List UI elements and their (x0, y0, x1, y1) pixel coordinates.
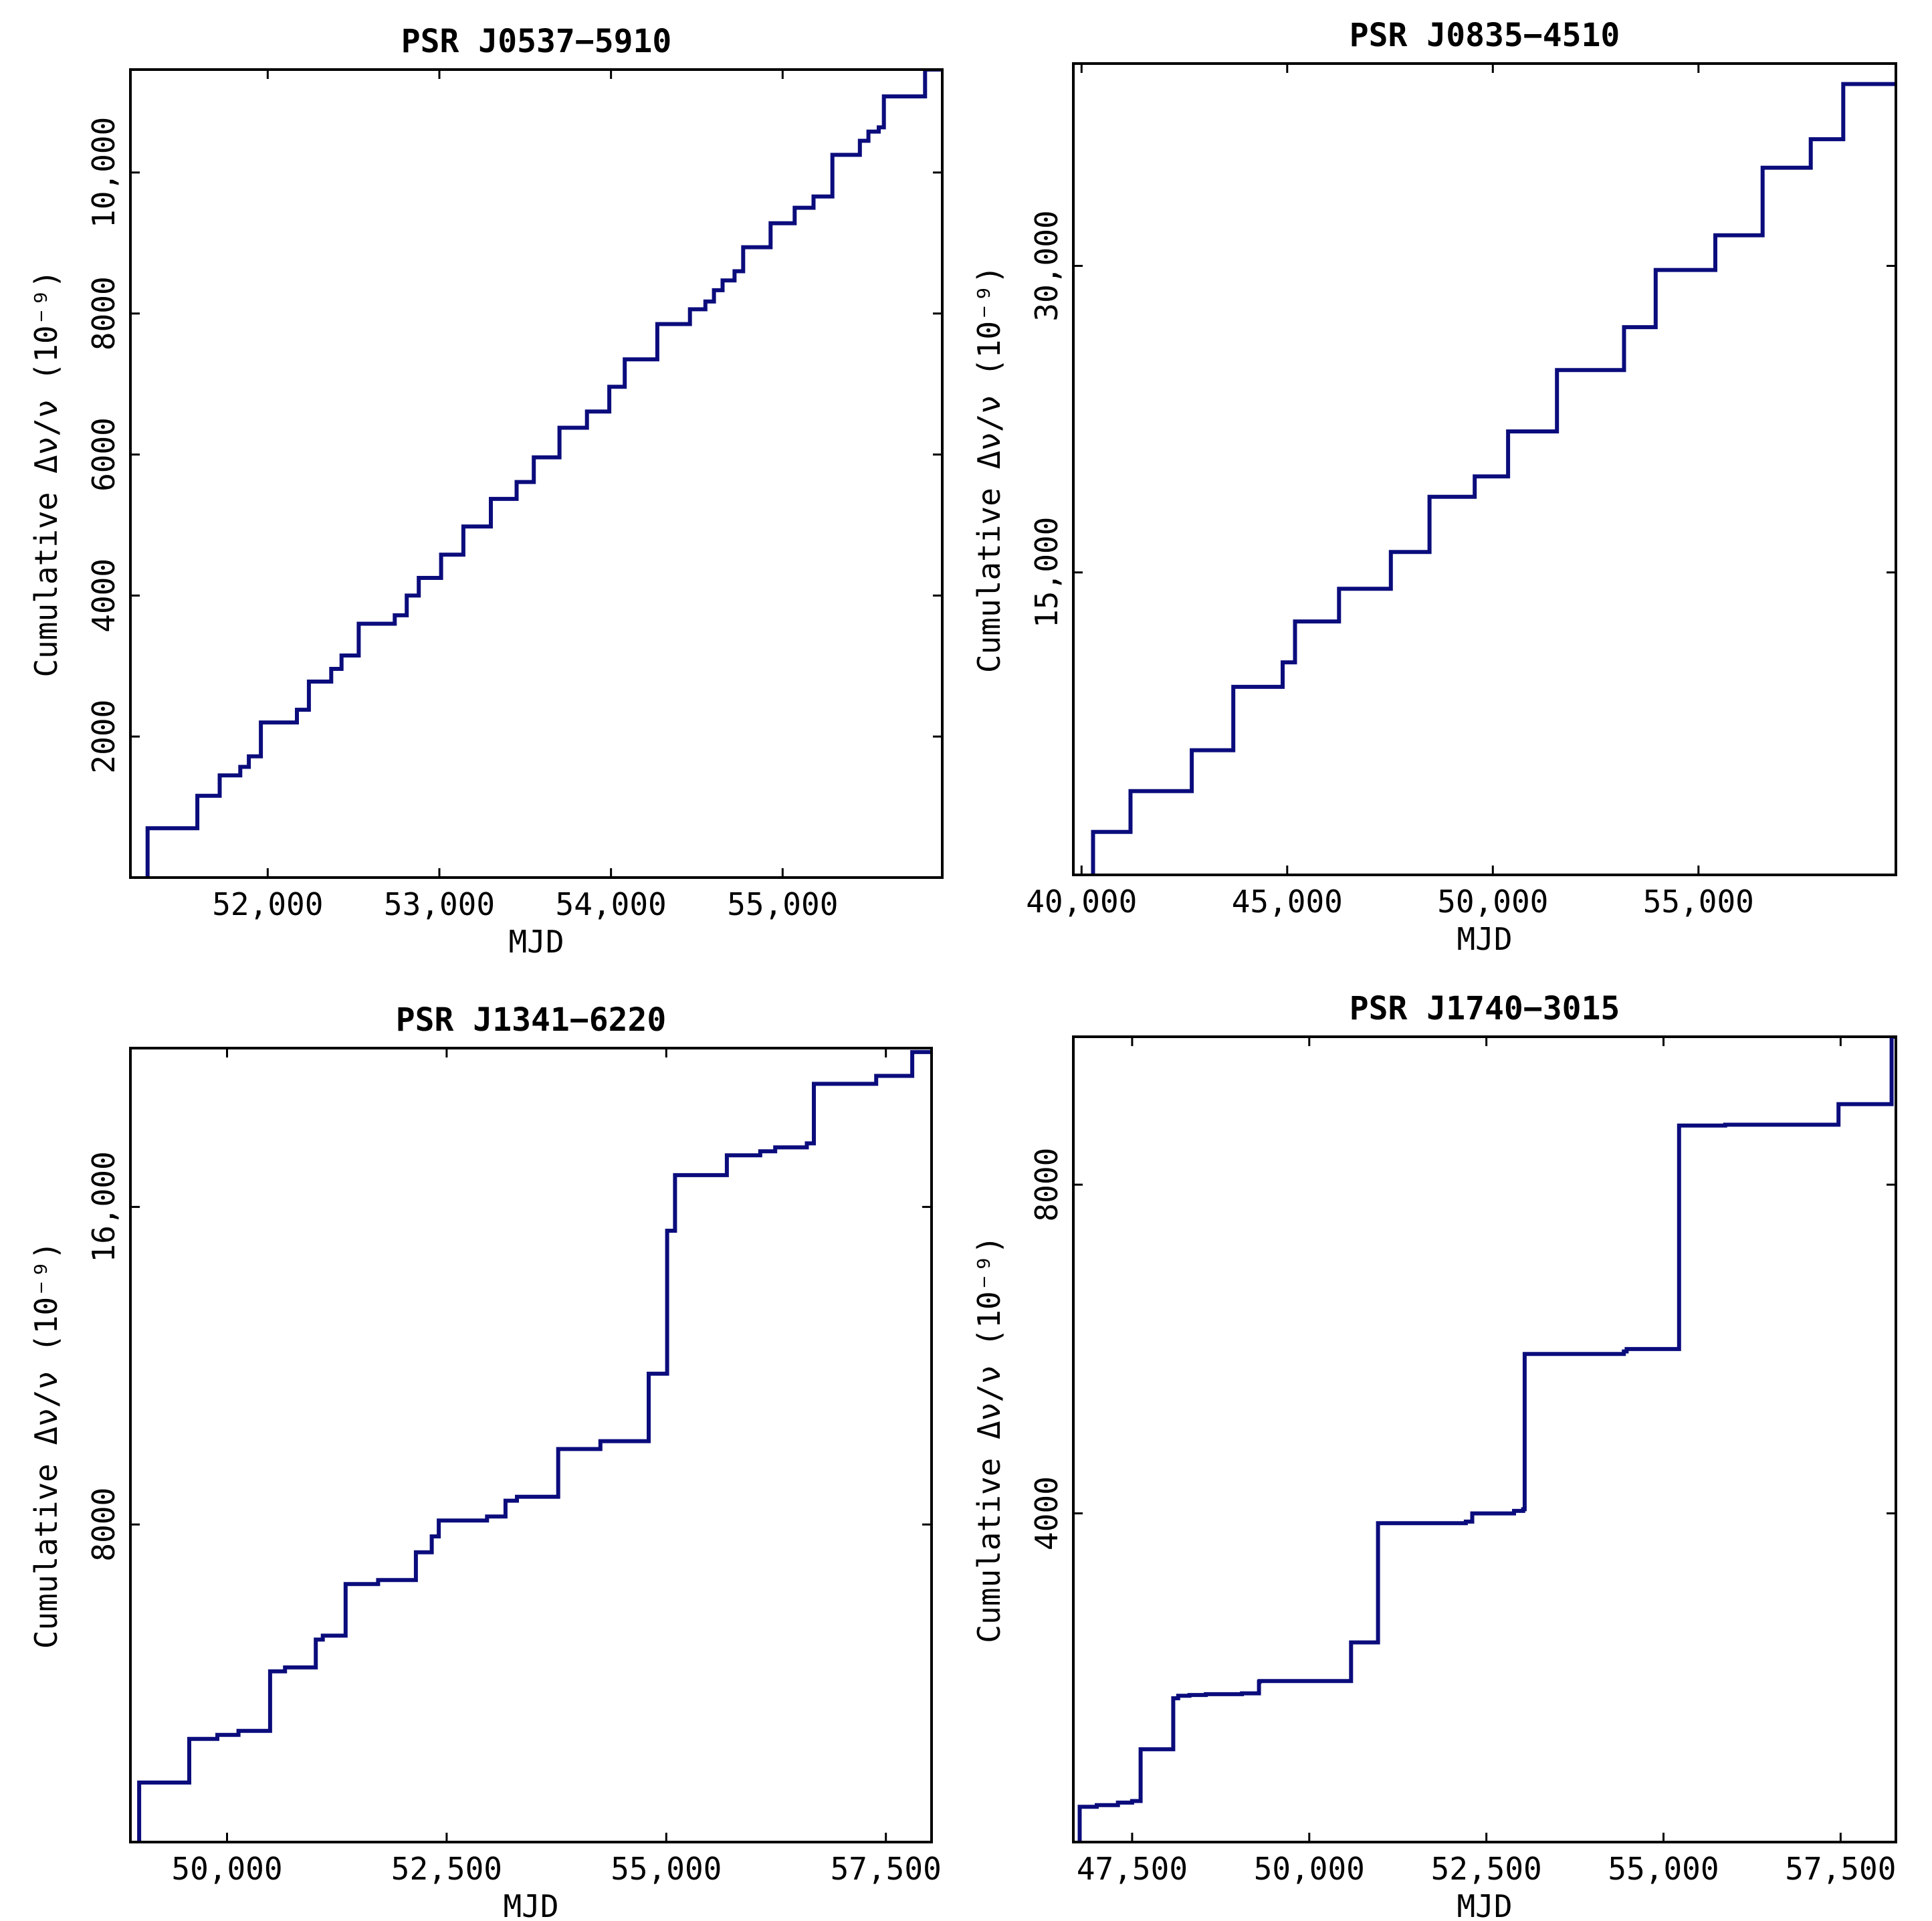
x-tick-label: 55,000 (1608, 1851, 1719, 1887)
chart-panel-psr-j1740-3015: 47,500 50,000 52,500 55,000 57,500 4000 8000 PS… (971, 990, 1897, 1921)
y-tick-label: 2000 (86, 700, 122, 774)
y-tick-label: 30,000 (1029, 210, 1065, 321)
chart-panel-psr-j1341-6220: 50,000 52,500 55,000 57,500 8000 16,000 PSR J1… (28, 1001, 942, 1921)
x-axis-label: MJD (503, 1888, 558, 1921)
x-tick-label: 57,500 (1785, 1851, 1896, 1887)
x-tick-label: 53,000 (384, 886, 495, 922)
chart-panel-psr-j0537-5910: 52,000 53,000 54,000 55,000 2000 4000 6000 8000… (28, 23, 944, 960)
y-tick-label: 8000 (1029, 1148, 1065, 1222)
x-tick-label: 50,000 (1254, 1851, 1365, 1887)
y-tick-label: 6000 (86, 417, 122, 492)
plot-frame (129, 68, 944, 879)
x-tick-label: 50,000 (1437, 884, 1548, 920)
y-tick-label: 4000 (86, 559, 122, 633)
y-tick-label: 10,000 (86, 117, 122, 228)
plot-frame (129, 1047, 933, 1843)
plot-frame (1072, 62, 1897, 876)
x-tick-label: 45,000 (1232, 884, 1343, 920)
x-tick-label: 52,500 (1431, 1851, 1542, 1887)
data-series-line (1077, 1037, 1896, 1842)
chart-title: PSR J1341−6220 (396, 1001, 667, 1039)
x-axis-label: MJD (1457, 1888, 1512, 1921)
y-axis-label: Cumulative Δν/ν (10⁻⁹) (28, 270, 64, 677)
x-tick-label: 52,000 (212, 886, 323, 922)
x-tick-label: 55,000 (1643, 884, 1754, 920)
y-tick-label: 8000 (86, 276, 122, 350)
chart-title: PSR J1740−3015 (1350, 990, 1620, 1027)
y-tick-label: 8000 (86, 1488, 122, 1562)
x-tick-label: 47,500 (1077, 1851, 1188, 1887)
y-axis-label: Cumulative Δν/ν (10⁻⁹) (971, 1235, 1007, 1643)
data-series-line (137, 1049, 932, 1842)
x-axis-label: MJD (1457, 921, 1512, 957)
x-tick-label: 55,000 (727, 886, 838, 922)
x-tick-label: 57,500 (831, 1851, 942, 1887)
x-axis-label: MJD (508, 924, 564, 960)
y-tick-label: 16,000 (86, 1151, 122, 1262)
data-series-line (145, 70, 942, 878)
x-tick-label: 55,000 (611, 1851, 722, 1887)
chart-title: PSR J0537−5910 (401, 23, 672, 60)
y-axis-label: Cumulative Δν/ν (10⁻⁹) (28, 1241, 64, 1649)
y-tick-label: 4000 (1029, 1476, 1065, 1550)
x-tick-label: 52,500 (391, 1851, 502, 1887)
x-tick-label: 50,000 (171, 1851, 282, 1887)
x-tick-label: 54,000 (556, 886, 667, 922)
chart-title: PSR J0835−4510 (1350, 17, 1620, 54)
chart-panel-psr-j0835-4510: 40,000 45,000 50,000 55,000 15,000 30,000 PSR … (971, 17, 1897, 957)
x-tick-label: 40,000 (1026, 884, 1137, 920)
plot-frame (1072, 1035, 1897, 1843)
y-axis-label: Cumulative Δν/ν (10⁻⁹) (971, 266, 1007, 673)
data-series-line (1091, 82, 1896, 875)
y-tick-label: 15,000 (1029, 517, 1065, 628)
